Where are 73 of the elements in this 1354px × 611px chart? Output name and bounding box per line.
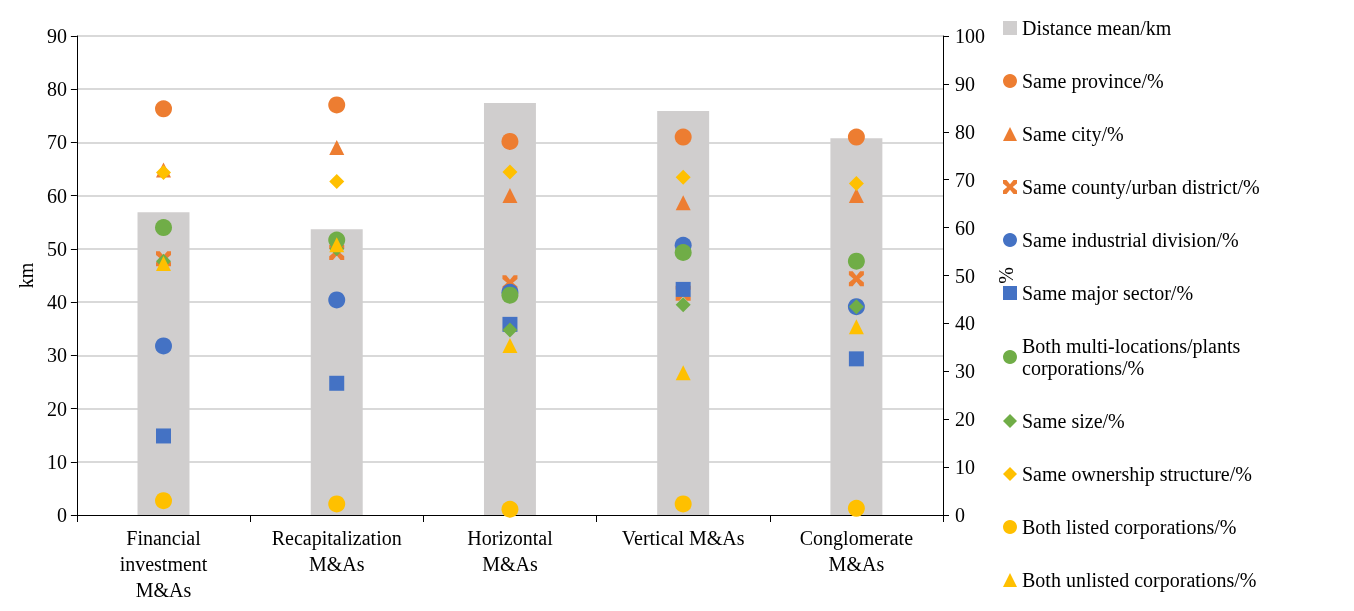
point (329, 140, 345, 156)
point (675, 195, 691, 211)
x-tick-label: Conglomerate M&As (799, 527, 914, 575)
point (329, 174, 345, 190)
legend-label: Same size/% (1022, 410, 1125, 432)
y2-tick-label: 30 (955, 360, 975, 383)
point (156, 428, 172, 444)
point (328, 495, 346, 513)
x-tick-label: Recapitalization M&As (271, 527, 402, 575)
y-tick-label: 40 (46, 291, 67, 314)
point (329, 237, 345, 253)
point (328, 291, 346, 309)
point (502, 164, 518, 180)
point (847, 128, 865, 146)
legend-label: Same ownership structure/% (1022, 463, 1252, 486)
y2-tick-label: 10 (955, 456, 975, 479)
y-tick-label: 30 (46, 344, 67, 367)
y-tick-label: 80 (46, 78, 67, 101)
point (848, 271, 864, 287)
y2-tick-label: 80 (955, 120, 975, 143)
point (848, 176, 864, 192)
legend-label: Same industrial division/% (1022, 229, 1239, 251)
y2-tick-label: 90 (955, 72, 975, 95)
point (674, 128, 692, 146)
y-tick-label: 50 (46, 237, 67, 260)
point (155, 219, 173, 237)
y2-axis-title: % (994, 267, 1017, 284)
legend-label: Same city/% (1022, 123, 1124, 146)
legend-label: Same province/% (1022, 70, 1164, 93)
point (502, 322, 518, 338)
point (502, 188, 518, 204)
y2-tick-label: 100 (955, 25, 985, 47)
point (847, 499, 865, 517)
y-tick-label: 20 (46, 397, 67, 420)
x-tick-label: Horizontal M&As (467, 527, 554, 575)
point (328, 96, 346, 114)
point (848, 351, 864, 367)
point (155, 492, 173, 510)
point (847, 252, 865, 270)
legend-label: Same county/urban district/% (1022, 176, 1260, 199)
legend-label: Both multi-locations/plants corporations/% (1022, 335, 1246, 380)
point (675, 169, 691, 185)
y2-tick-label: 60 (955, 216, 975, 239)
legend-label: Both unlisted corporations/% (1022, 569, 1257, 592)
point (155, 337, 173, 355)
point (674, 244, 692, 261)
y-tick-label: 60 (46, 184, 67, 207)
y-tick-label: 10 (46, 450, 67, 473)
point (501, 500, 519, 518)
point (848, 188, 864, 204)
y-axis-title: km (15, 262, 37, 289)
point (155, 100, 173, 118)
y-tick-label: 0 (56, 504, 67, 526)
point (675, 281, 691, 297)
point (502, 337, 518, 353)
y2-tick-label: 40 (955, 312, 975, 335)
y-tick-label: 90 (46, 25, 67, 47)
x-tick-label: Vertical M&As (621, 527, 745, 549)
point (848, 319, 864, 335)
point (675, 297, 691, 313)
y2-tick-label: 70 (955, 168, 975, 191)
point (674, 495, 692, 513)
y2-tick-label: 0 (955, 504, 965, 526)
y2-tick-label: 20 (955, 408, 975, 431)
y2-tick-label: 50 (955, 264, 975, 287)
legend-label: Both listed corporations/% (1022, 516, 1237, 539)
point (675, 365, 691, 381)
x-tick-label: Financial investment M&As (119, 527, 208, 601)
point (501, 132, 519, 150)
legend-label: Distance mean/km (1022, 17, 1172, 39)
point (329, 375, 345, 391)
y-tick-label: 70 (46, 131, 67, 154)
legend-label: Same major sector/% (1022, 282, 1194, 305)
